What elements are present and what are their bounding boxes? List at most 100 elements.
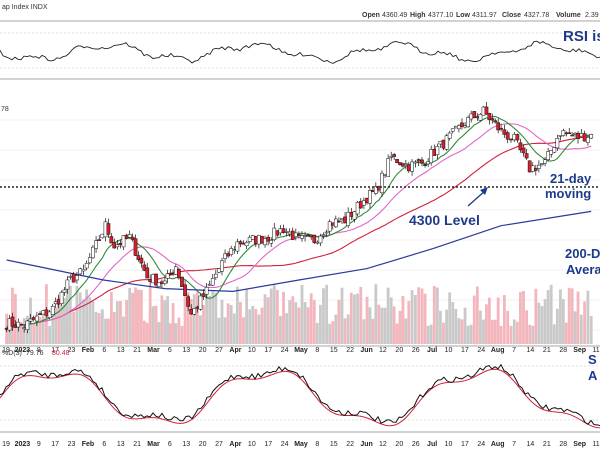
candle-body bbox=[266, 236, 270, 242]
volume-bar bbox=[115, 301, 119, 344]
candle-body bbox=[324, 231, 329, 234]
rsi-panel bbox=[0, 32, 600, 69]
volume-bar bbox=[331, 321, 335, 344]
candle-body bbox=[543, 159, 547, 164]
x-tick-label: 20 bbox=[199, 347, 207, 354]
volume-bar bbox=[97, 313, 101, 344]
volume-bar bbox=[134, 287, 137, 344]
volume-bar bbox=[512, 319, 516, 344]
x-tick-label-bottom: 6 bbox=[102, 441, 106, 448]
stoch-legend-k: 79.76 bbox=[26, 350, 44, 357]
candle-body bbox=[453, 125, 458, 129]
chart-title: ap Index INDX bbox=[2, 4, 48, 11]
volume-bar bbox=[392, 306, 396, 344]
volume-bar bbox=[72, 311, 76, 344]
volume-bar bbox=[368, 307, 372, 344]
candle-body bbox=[71, 273, 76, 283]
candle-body bbox=[330, 222, 335, 226]
x-tick-label: 20 bbox=[395, 347, 403, 354]
candle-body bbox=[505, 132, 510, 140]
x-tick-label: 19 bbox=[2, 347, 10, 354]
candle-body bbox=[59, 291, 64, 304]
candle-body bbox=[10, 316, 15, 327]
volume-bar bbox=[417, 287, 421, 344]
candle-body bbox=[244, 242, 249, 247]
candle-body bbox=[81, 269, 86, 272]
candle-body bbox=[546, 151, 550, 160]
volume-bar bbox=[119, 300, 122, 344]
candle-body bbox=[309, 235, 314, 238]
volume-bar bbox=[266, 297, 270, 344]
volume-bar bbox=[490, 319, 494, 344]
volume-bar bbox=[154, 305, 158, 344]
x-tick-label-bottom: 13 bbox=[117, 441, 125, 448]
volume-bar bbox=[334, 314, 338, 344]
ohlc-high-value: 4377.10 bbox=[428, 12, 453, 19]
volume-bar bbox=[202, 305, 205, 344]
x-tick-label-bottom: Jun bbox=[360, 441, 372, 448]
candle-body bbox=[395, 159, 399, 163]
candle-body bbox=[253, 236, 258, 245]
volume-bar bbox=[460, 319, 464, 344]
volume-bar bbox=[109, 291, 113, 344]
volume-bar bbox=[183, 293, 187, 344]
volume-bar bbox=[586, 290, 590, 344]
x-tick-label-bottom: 26 bbox=[412, 441, 420, 448]
x-tick-label-bottom: 20 bbox=[395, 441, 403, 448]
candle-body bbox=[293, 232, 298, 238]
x-tick-label-bottom: 24 bbox=[281, 441, 289, 448]
candle-body bbox=[62, 289, 67, 293]
volume-bar bbox=[100, 309, 104, 344]
price-axis-label: 78 bbox=[1, 106, 9, 113]
ohlc-low-label: Low bbox=[456, 12, 471, 19]
ma-200-line bbox=[6, 210, 592, 293]
volume-bar bbox=[297, 307, 301, 344]
volume-bar bbox=[260, 307, 264, 344]
x-tick-label-bottom: 22 bbox=[346, 441, 354, 448]
volume-bar bbox=[469, 324, 473, 344]
candle-body bbox=[97, 239, 102, 241]
x-tick-label-bottom: 21 bbox=[543, 441, 551, 448]
x-tick-label-bottom: Aug bbox=[491, 441, 505, 448]
candle-body bbox=[145, 267, 150, 279]
volume-bar bbox=[163, 300, 167, 344]
candle-body bbox=[162, 280, 167, 284]
rsi-line bbox=[0, 40, 600, 64]
volume-bar bbox=[482, 319, 485, 344]
volume-bar bbox=[371, 318, 375, 344]
candle-body bbox=[272, 227, 277, 241]
annotation-stoch-line2: A bbox=[588, 368, 598, 383]
volume-bar bbox=[82, 299, 85, 344]
volume-bar bbox=[51, 316, 55, 344]
x-tick-label: 15 bbox=[330, 347, 338, 354]
candle-body bbox=[315, 241, 320, 244]
volume-bar bbox=[567, 287, 571, 344]
volume-bar bbox=[589, 315, 593, 344]
candle-body bbox=[226, 253, 230, 257]
volume-bar bbox=[88, 297, 92, 344]
volume-bar bbox=[65, 290, 69, 344]
candle-body bbox=[352, 211, 357, 220]
candle-body bbox=[238, 241, 243, 245]
candle-body bbox=[540, 163, 544, 165]
volume-bar bbox=[257, 314, 261, 344]
ohlc-volume-label: Volume bbox=[556, 12, 581, 19]
volume-bar bbox=[315, 322, 319, 344]
volume-bar bbox=[199, 315, 202, 344]
candle-body bbox=[518, 142, 523, 151]
ohlc-open-label: Open bbox=[362, 12, 380, 19]
candle-body bbox=[109, 236, 114, 244]
volume-bar bbox=[8, 322, 11, 344]
stoch-k-line bbox=[0, 363, 600, 426]
volume-bar bbox=[472, 295, 476, 344]
volume-bar bbox=[137, 289, 140, 344]
volume-bar bbox=[564, 322, 568, 344]
candle-body bbox=[303, 235, 307, 237]
x-axis-ticks: 19 19 2023 2023 9 9 17 17 23 23 Feb Feb 6 6 13 13 21 21 Ma… bbox=[2, 347, 600, 448]
volume-bar bbox=[540, 306, 544, 344]
candle-body bbox=[509, 138, 513, 141]
volume-bar bbox=[377, 304, 381, 344]
candle-body bbox=[78, 268, 83, 275]
candle-body bbox=[318, 235, 323, 244]
candle-body bbox=[139, 257, 144, 264]
